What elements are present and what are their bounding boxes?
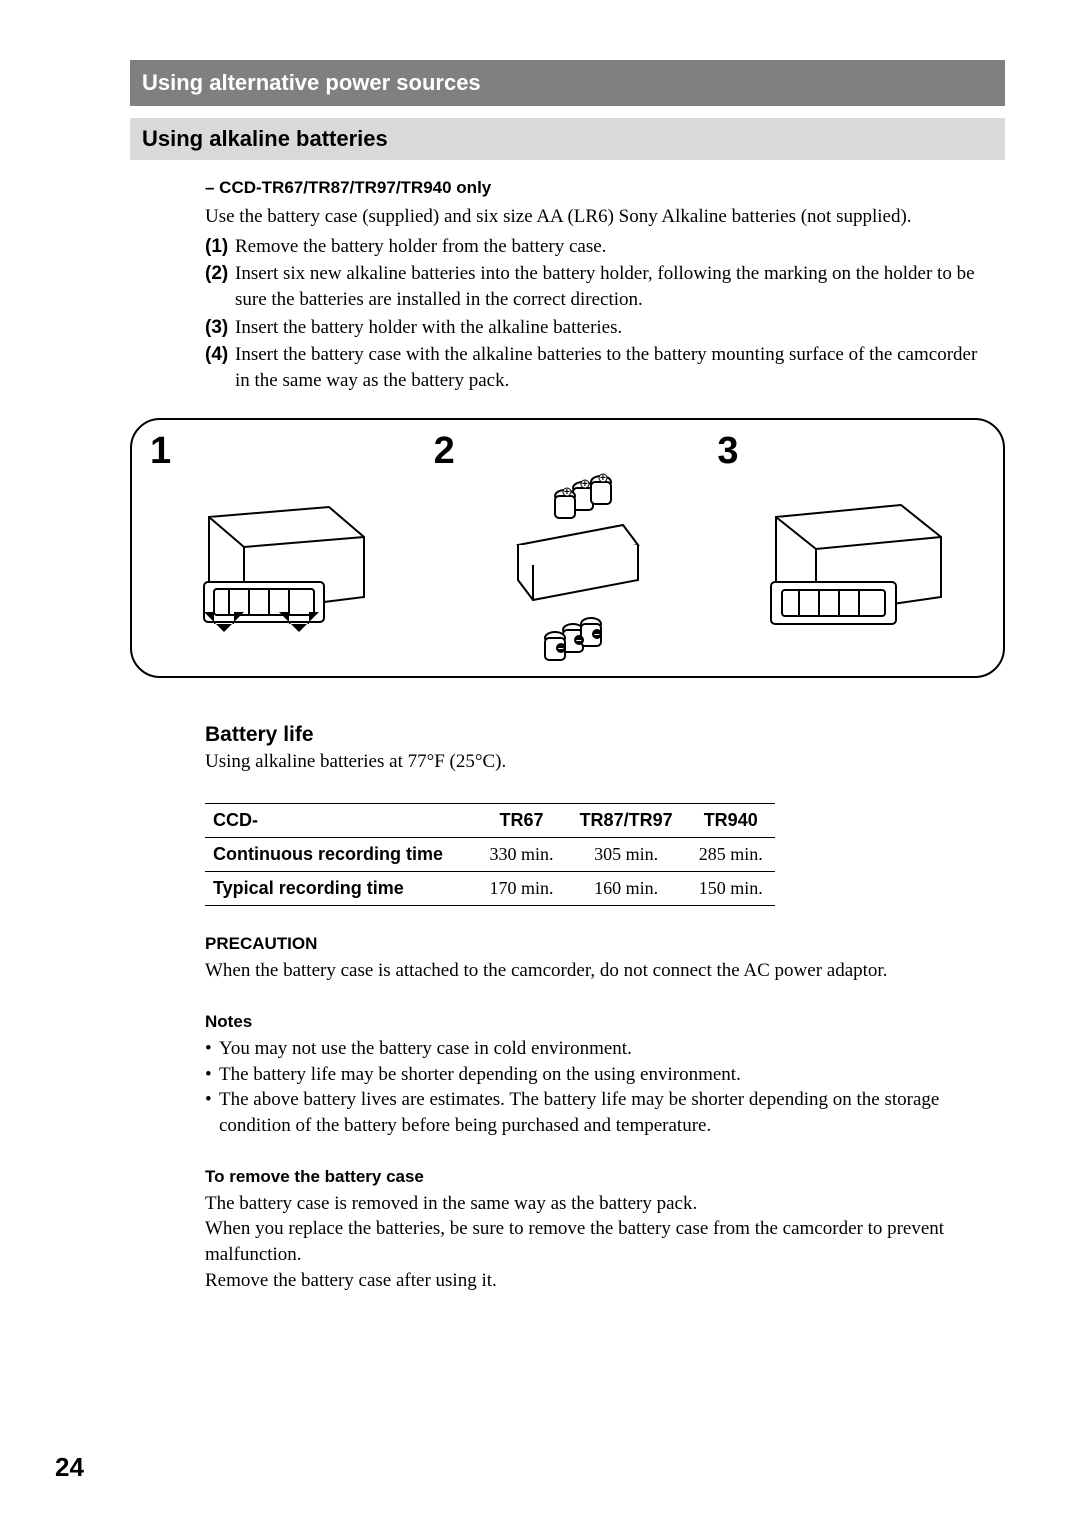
diagram-box: 1 — [130, 418, 1005, 678]
table-header: TR87/TR97 — [566, 804, 687, 838]
remove-line: Remove the battery case after using it. — [205, 1268, 985, 1294]
step-number: (3) — [205, 315, 235, 341]
panel-number: 3 — [717, 432, 993, 470]
model-note: – CCD-TR67/TR87/TR97/TR940 only — [205, 178, 985, 198]
precaution-text: When the battery case is attached to the… — [205, 958, 985, 984]
step-1: (1) Remove the battery holder from the b… — [205, 234, 985, 260]
precaution-block: PRECAUTION When the battery case is atta… — [205, 934, 985, 984]
precaution-title: PRECAUTION — [205, 934, 985, 954]
table-cell: 170 min. — [477, 872, 566, 906]
remove-block: To remove the battery case The battery c… — [205, 1167, 985, 1294]
battery-life-heading: Battery life — [205, 723, 1005, 747]
svg-text:–: – — [576, 635, 582, 646]
table-cell: 330 min. — [477, 838, 566, 872]
battery-life-intro: Using alkaline batteries at 77°F (25°C). — [205, 751, 1005, 773]
svg-text:+: + — [582, 479, 588, 490]
step-number: (1) — [205, 234, 235, 260]
note-text: The above battery lives are estimates. T… — [219, 1087, 985, 1138]
step-text: Remove the battery holder from the batte… — [235, 234, 985, 260]
table-cell: 285 min. — [686, 838, 775, 872]
table-cell: 150 min. — [686, 872, 775, 906]
note-item: •The battery life may be shorter dependi… — [205, 1062, 985, 1088]
section-header: Using alkaline batteries — [130, 118, 1005, 160]
diagram-panel-2: 2 + — [426, 432, 710, 664]
table-row-label: Continuous recording time — [205, 838, 477, 872]
panel-number: 2 — [434, 432, 710, 470]
step-text: Insert the battery holder with the alkal… — [235, 315, 985, 341]
svg-text:–: – — [558, 643, 564, 654]
diagram-panel-1: 1 — [142, 432, 426, 664]
notes-title: Notes — [205, 1012, 985, 1032]
step-number: (2) — [205, 261, 235, 312]
illustration-2: + + + – – – — [426, 470, 710, 670]
table-cell: 305 min. — [566, 838, 687, 872]
instructions-block: – CCD-TR67/TR87/TR97/TR940 only Use the … — [205, 178, 985, 393]
step-3: (3) Insert the battery holder with the a… — [205, 315, 985, 341]
remove-line: The battery case is removed in the same … — [205, 1191, 985, 1217]
illustration-3 — [709, 470, 993, 664]
diagram-panel-3: 3 — [709, 432, 993, 664]
step-text: Insert the battery case with the alkalin… — [235, 342, 985, 393]
battery-life-table: CCD- TR67 TR87/TR97 TR940 Continuous rec… — [205, 803, 775, 906]
page-number: 24 — [55, 1452, 84, 1483]
svg-text:+: + — [564, 487, 570, 498]
step-text: Insert six new alkaline batteries into t… — [235, 261, 985, 312]
note-text: You may not use the battery case in cold… — [219, 1036, 985, 1062]
svg-text:–: – — [594, 629, 600, 640]
table-row-label: Typical recording time — [205, 872, 477, 906]
step-2: (2) Insert six new alkaline batteries in… — [205, 261, 985, 312]
panel-number: 1 — [150, 432, 426, 470]
note-item: •The above battery lives are estimates. … — [205, 1087, 985, 1138]
chapter-header: Using alternative power sources — [130, 60, 1005, 106]
remove-title: To remove the battery case — [205, 1167, 985, 1187]
table-header: TR67 — [477, 804, 566, 838]
step-number: (4) — [205, 342, 235, 393]
svg-text:+: + — [600, 473, 606, 484]
note-text: The battery life may be shorter dependin… — [219, 1062, 985, 1088]
table-cell: 160 min. — [566, 872, 687, 906]
table-header: CCD- — [205, 804, 477, 838]
notes-block: Notes •You may not use the battery case … — [205, 1012, 985, 1139]
note-item: •You may not use the battery case in col… — [205, 1036, 985, 1062]
intro-text: Use the battery case (supplied) and six … — [205, 204, 985, 230]
illustration-1 — [142, 470, 426, 664]
table-header: TR940 — [686, 804, 775, 838]
step-4: (4) Insert the battery case with the alk… — [205, 342, 985, 393]
remove-line: When you replace the batteries, be sure … — [205, 1216, 985, 1267]
